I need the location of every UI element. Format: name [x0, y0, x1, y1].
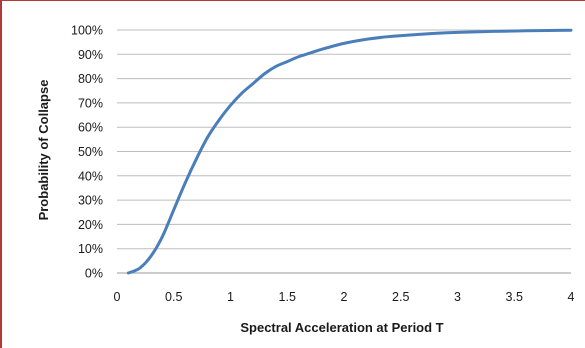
y-tick-label: 60% [78, 121, 103, 135]
y-tick-label: 80% [78, 72, 103, 86]
x-tick-label: 3.5 [506, 290, 523, 304]
y-tick-label: 40% [78, 169, 103, 183]
series-layer [126, 28, 573, 275]
x-tick-label: 2 [341, 290, 348, 304]
x-tick-label: 1 [227, 290, 234, 304]
y-tick-label: 50% [78, 145, 103, 159]
y-tick-label: 10% [78, 242, 103, 256]
y-tick-label: 30% [78, 194, 103, 208]
series-line [126, 28, 573, 275]
y-tick-label: 0% [85, 267, 103, 281]
y-tick-label: 70% [78, 96, 103, 110]
x-axis-ticks: 0 0.5 1 1.5 2 2.5 3 3.5 4 [114, 290, 575, 304]
x-tick-label: 0 [114, 290, 121, 304]
x-tick-label: 2.5 [392, 290, 409, 304]
y-axis-ticks: 0% 10% 20% 30% 40% 50% 60% 70% 80% 90% 100% [71, 24, 103, 281]
y-tick-label: 90% [78, 48, 103, 62]
x-tick-label: 1.5 [279, 290, 296, 304]
y-tick-label: 20% [78, 218, 103, 232]
grid-lines [117, 29, 571, 274]
x-tick-label: 4 [568, 290, 575, 304]
y-tick-label: 100% [71, 24, 103, 38]
y-axis-title: Probability of Collapse [36, 80, 51, 221]
x-axis-title: Spectral Acceleration at Period T [240, 320, 443, 335]
x-tick-label: 0.5 [165, 290, 182, 304]
x-tick-label: 3 [454, 290, 461, 304]
